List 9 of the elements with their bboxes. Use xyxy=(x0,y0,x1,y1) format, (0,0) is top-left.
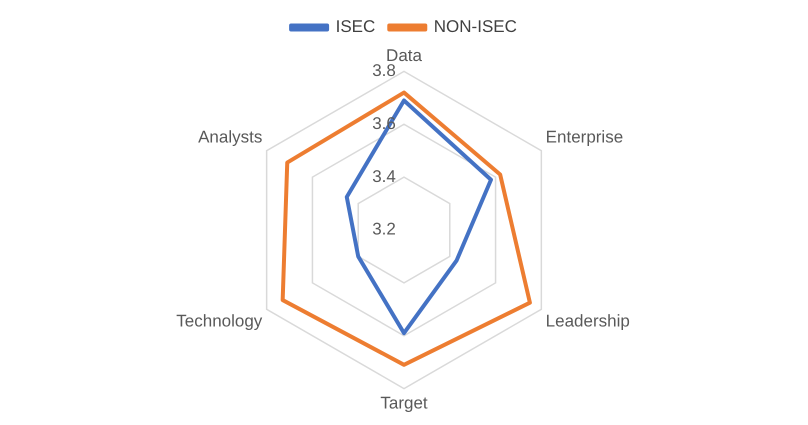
legend-label: NON-ISEC xyxy=(434,17,517,36)
spoke-label: Analysts xyxy=(198,128,262,147)
legend-label: ISEC xyxy=(336,17,376,36)
spoke-label: Target xyxy=(380,393,428,412)
y-tick-label: 3.2 xyxy=(372,220,396,239)
spoke-label: Technology xyxy=(176,312,263,331)
spoke-label: Leadership xyxy=(546,312,630,331)
spoke-label: Enterprise xyxy=(546,128,624,147)
y-tick-label: 3.4 xyxy=(372,166,396,186)
